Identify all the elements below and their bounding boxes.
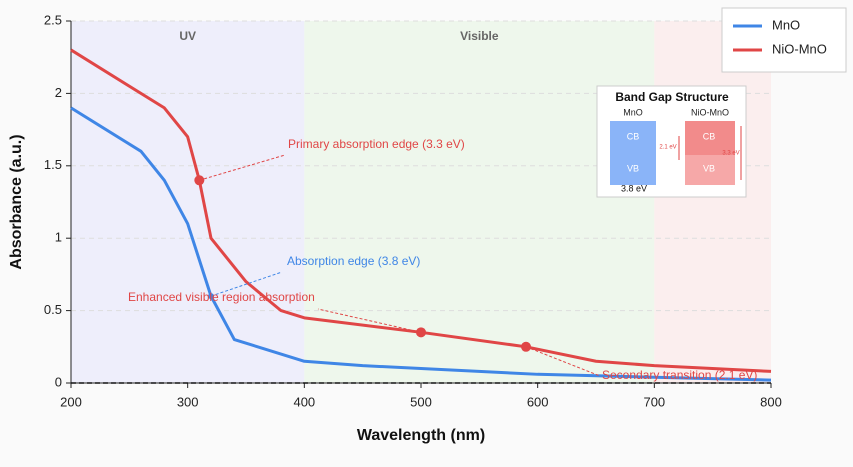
gap-label: 3.8 eV xyxy=(621,183,647,193)
annotation-marker xyxy=(416,327,426,338)
band xyxy=(610,121,656,185)
annotation-marker xyxy=(194,175,205,186)
legend-box xyxy=(721,7,847,73)
legend-label: NiO-MnO xyxy=(772,41,827,56)
x-tick-label: 700 xyxy=(643,394,665,409)
band-label: VB xyxy=(627,163,639,173)
y-tick-label: 0 xyxy=(55,374,62,389)
legend-label: MnO xyxy=(772,17,800,32)
gap-label: 3.3 eV xyxy=(722,151,739,157)
x-axis-label: Wavelength (nm) xyxy=(357,427,485,444)
y-tick-label: 1.5 xyxy=(44,157,62,172)
series-line xyxy=(70,48,772,373)
band-label: VB xyxy=(703,163,715,173)
annotation-line xyxy=(210,271,283,297)
y-tick-label: 2.5 xyxy=(44,12,62,27)
annotation-text: Enhanced visible region absorption xyxy=(128,290,315,304)
annotation-line xyxy=(317,308,422,333)
x-tick-label: 600 xyxy=(527,394,549,409)
x-tick-label: 800 xyxy=(760,394,782,409)
annotation-text: Primary absorption edge (3.3 eV) xyxy=(288,137,465,151)
series-line xyxy=(70,106,772,382)
band xyxy=(685,155,735,185)
band xyxy=(685,121,735,155)
annotation-text: Secondary transition (2.1 eV) xyxy=(602,368,757,382)
inset: Band Gap Structure MnO NiO-MnO CB VB 3.8 eV CB… xyxy=(596,85,747,198)
y-axis-label: Absorbance (a.u.) xyxy=(8,134,25,269)
x-tick-label: 200 xyxy=(60,394,82,409)
inset-title: Band Gap Structure xyxy=(615,90,729,104)
annotation-marker xyxy=(521,341,531,352)
region xyxy=(304,21,655,383)
annotation-text: Absorption edge (3.8 eV) xyxy=(287,254,420,268)
annotation-line xyxy=(525,346,601,377)
region-label: Visible xyxy=(460,29,499,43)
gap-label: 2.1 eV xyxy=(659,145,676,151)
x-tick-label: 400 xyxy=(293,394,315,409)
inset-label: NiO-MnO xyxy=(691,107,729,117)
region xyxy=(654,21,771,383)
region xyxy=(71,21,305,383)
inset-label: MnO xyxy=(623,107,643,117)
region-label: UV xyxy=(179,29,196,43)
band-label: CB xyxy=(703,131,716,141)
y-tick-label: 2 xyxy=(55,85,62,100)
x-tick-label: 500 xyxy=(410,394,432,409)
band-label: CB xyxy=(627,131,640,141)
y-tick-label: 0.5 xyxy=(44,302,62,317)
y-tick-label: 1 xyxy=(55,230,62,245)
annotation-marker xyxy=(208,293,214,300)
x-tick-label: 300 xyxy=(177,394,199,409)
legend: MnO NiO-MnO xyxy=(721,7,847,73)
